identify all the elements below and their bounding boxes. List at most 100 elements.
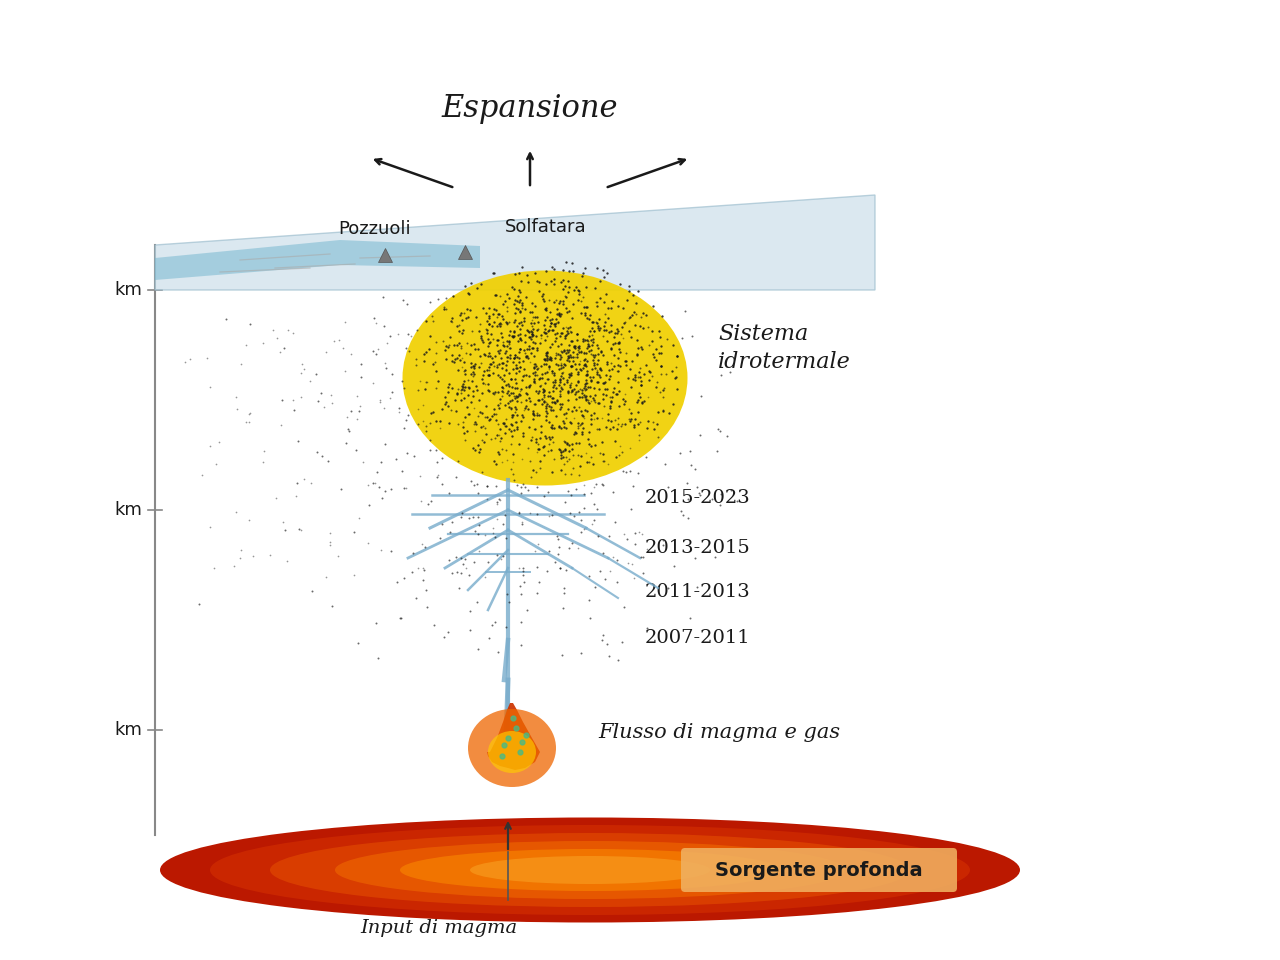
Point bbox=[311, 385, 332, 400]
Point bbox=[443, 288, 463, 303]
Point bbox=[534, 489, 554, 504]
Point bbox=[584, 412, 604, 427]
Point bbox=[563, 264, 584, 279]
Point bbox=[521, 433, 541, 448]
Point bbox=[476, 426, 497, 442]
Point bbox=[495, 344, 516, 359]
Point bbox=[550, 561, 571, 576]
Point bbox=[608, 447, 628, 463]
Point bbox=[541, 311, 562, 326]
Point bbox=[599, 400, 620, 416]
Point bbox=[539, 437, 559, 452]
Point bbox=[337, 409, 357, 424]
Point bbox=[566, 425, 586, 441]
Point bbox=[579, 395, 599, 410]
Point bbox=[477, 331, 498, 347]
Point bbox=[509, 359, 530, 374]
Point bbox=[584, 380, 604, 396]
Point bbox=[468, 485, 489, 500]
Point bbox=[397, 413, 417, 428]
Point bbox=[493, 337, 513, 352]
Point bbox=[538, 372, 558, 387]
Point bbox=[554, 289, 575, 304]
Point bbox=[581, 320, 602, 335]
Point bbox=[477, 348, 498, 364]
Point bbox=[564, 386, 585, 401]
Point bbox=[383, 384, 403, 399]
Point bbox=[380, 328, 401, 344]
Point bbox=[439, 415, 460, 430]
Point bbox=[607, 358, 627, 373]
Point bbox=[589, 367, 609, 382]
Point bbox=[598, 412, 618, 427]
Point bbox=[513, 353, 534, 369]
Point bbox=[630, 319, 650, 334]
Point bbox=[727, 493, 748, 509]
Point bbox=[620, 309, 640, 324]
Point bbox=[553, 407, 573, 422]
Point bbox=[364, 343, 384, 358]
Point bbox=[531, 366, 552, 381]
Point bbox=[323, 396, 343, 411]
Point bbox=[260, 548, 280, 564]
Point bbox=[484, 406, 504, 421]
Point bbox=[620, 464, 640, 479]
Point bbox=[721, 482, 741, 497]
Point bbox=[506, 300, 526, 315]
Point bbox=[451, 510, 471, 525]
Point bbox=[431, 476, 452, 492]
Point bbox=[581, 411, 602, 426]
Point bbox=[576, 372, 596, 388]
Point bbox=[625, 318, 645, 333]
Point bbox=[320, 525, 340, 540]
Point bbox=[497, 452, 517, 468]
Point bbox=[645, 379, 666, 395]
Point bbox=[442, 515, 462, 530]
Point bbox=[590, 344, 611, 359]
Point bbox=[442, 402, 462, 418]
Point bbox=[568, 343, 589, 358]
Point bbox=[307, 393, 328, 408]
Point bbox=[534, 351, 554, 367]
Point bbox=[365, 475, 385, 491]
Point bbox=[520, 379, 540, 395]
Point bbox=[540, 443, 561, 458]
Point bbox=[500, 461, 521, 476]
Point bbox=[438, 339, 458, 354]
Point bbox=[497, 303, 517, 319]
Point bbox=[588, 365, 608, 380]
Point bbox=[461, 359, 481, 374]
Point bbox=[500, 372, 521, 387]
Point bbox=[454, 364, 475, 379]
Point bbox=[531, 358, 552, 373]
Point bbox=[488, 332, 508, 348]
Point bbox=[509, 363, 530, 378]
Point bbox=[586, 315, 607, 330]
Point bbox=[576, 358, 596, 373]
Point bbox=[520, 304, 540, 320]
Point bbox=[456, 346, 476, 361]
Point bbox=[532, 292, 553, 307]
Point bbox=[552, 396, 572, 412]
Point bbox=[589, 322, 609, 337]
Point bbox=[549, 294, 570, 309]
Point bbox=[497, 316, 517, 331]
Point bbox=[540, 304, 561, 320]
Point bbox=[329, 332, 349, 348]
Point bbox=[503, 388, 524, 403]
Point bbox=[480, 334, 500, 349]
Point bbox=[607, 421, 627, 437]
Point bbox=[630, 415, 650, 430]
Point bbox=[557, 562, 577, 577]
Point bbox=[613, 600, 634, 615]
Point bbox=[516, 348, 536, 364]
Point bbox=[536, 309, 557, 324]
Point bbox=[575, 380, 595, 396]
Point bbox=[618, 324, 639, 339]
Point bbox=[545, 293, 566, 308]
Point bbox=[562, 333, 582, 348]
Point bbox=[563, 399, 584, 415]
Point bbox=[643, 415, 663, 430]
Point bbox=[349, 510, 370, 525]
Point bbox=[497, 386, 517, 401]
